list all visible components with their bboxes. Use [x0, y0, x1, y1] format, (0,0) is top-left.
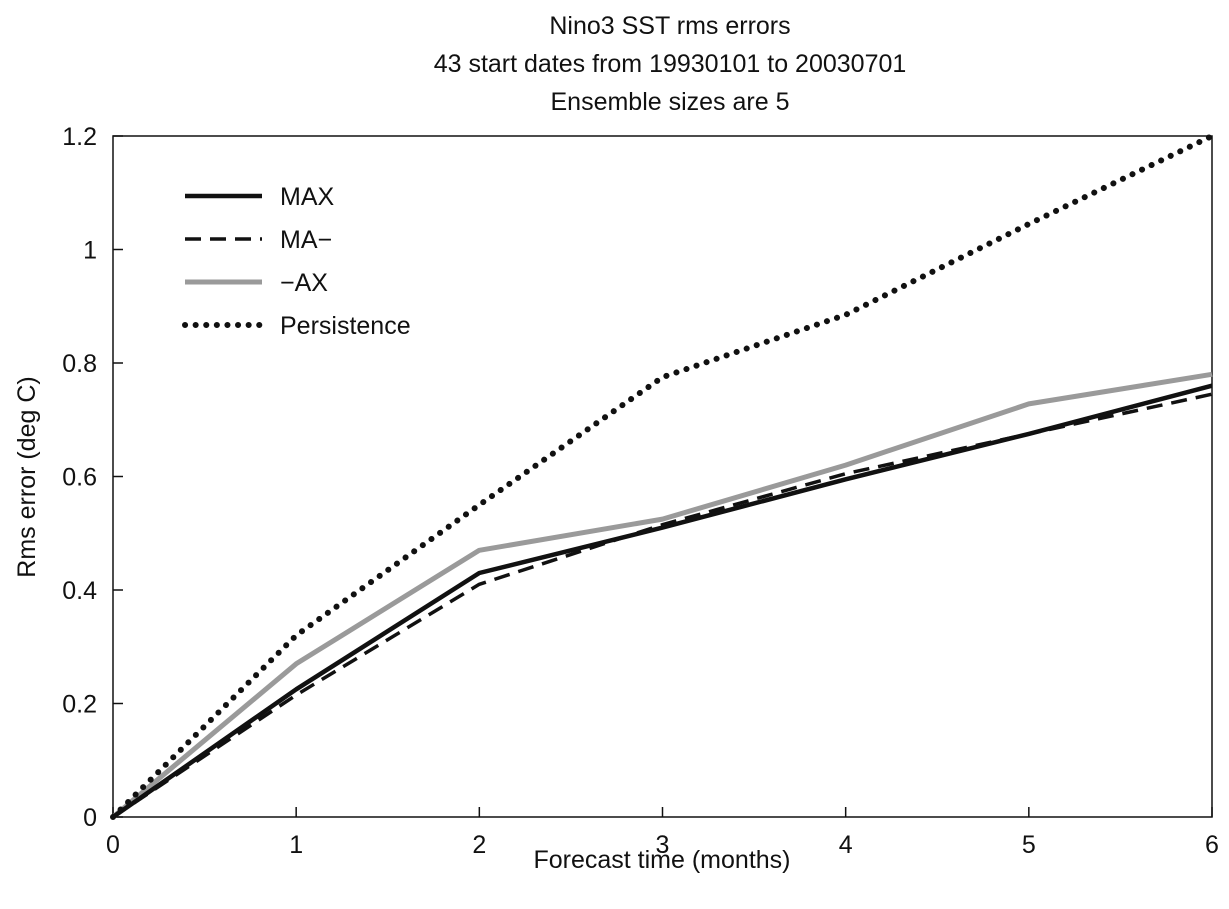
title-line-2: 43 start dates from 19930101 to 20030701	[434, 50, 907, 78]
y-tick-label: 1	[83, 237, 97, 265]
x-tick-label: 4	[839, 831, 853, 859]
series-line-ma	[112, 392, 1213, 819]
legend: MAX MA− −AX Persistence	[182, 183, 411, 340]
x-tick-label: 5	[1022, 831, 1036, 859]
x-tick-label: 3	[656, 831, 670, 859]
series-line-persistence	[110, 133, 1215, 820]
chart-title: Nino3 SST rms errors 43 start dates from…	[434, 12, 907, 116]
y-tick-label: 0.8	[62, 350, 97, 378]
y-axis-label: Rms error (deg C)	[13, 376, 41, 577]
y-tick-label: 0.2	[62, 691, 97, 719]
series-line-max	[111, 383, 1213, 819]
legend-label: Persistence	[280, 312, 411, 340]
y-axis-ticks: 0 0.2 0.4 0.6 0.8 1 1.2	[62, 123, 123, 832]
x-tick-label: 1	[289, 831, 303, 859]
x-tick-label: 2	[472, 831, 486, 859]
x-tick-label: 0	[106, 831, 120, 859]
x-axis-ticks: 0 1 2 3 4 5 6	[106, 807, 1219, 859]
legend-label: −AX	[280, 269, 328, 297]
y-tick-label: 0.4	[62, 577, 97, 605]
plot-area-frame	[112, 135, 1213, 818]
x-axis-label: Forecast time (months)	[533, 846, 790, 874]
title-line-1: Nino3 SST rms errors	[549, 12, 790, 40]
y-tick-label: 1.2	[62, 123, 97, 151]
legend-label: MA−	[280, 226, 332, 254]
legend-label: MAX	[280, 183, 335, 211]
y-tick-label: 0	[83, 804, 97, 832]
series-group	[110, 133, 1215, 820]
y-tick-label: 0.6	[62, 464, 97, 492]
x-tick-label: 6	[1205, 831, 1219, 859]
series-line-ax	[111, 371, 1213, 819]
title-line-3: Ensemble sizes are 5	[550, 88, 789, 116]
